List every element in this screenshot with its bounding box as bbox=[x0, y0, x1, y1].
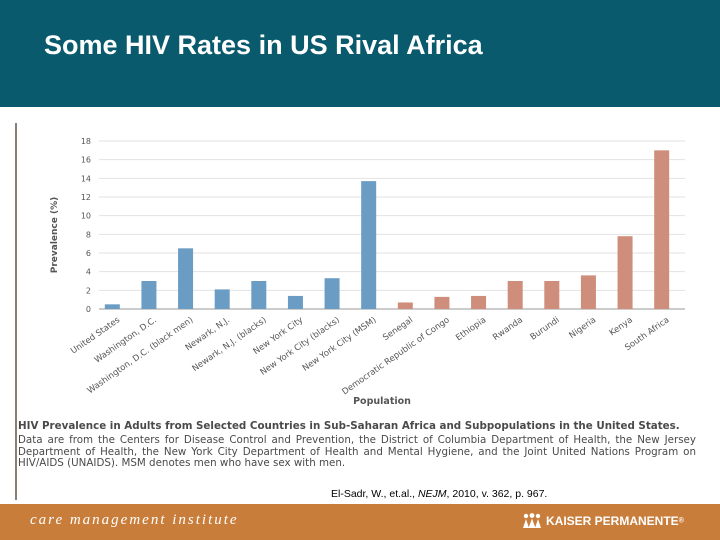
x-tick-label: Kenya bbox=[608, 315, 635, 338]
citation-journal: NEJM bbox=[417, 488, 447, 500]
registered-mark: ® bbox=[678, 517, 684, 525]
bar-new-york-city bbox=[287, 295, 303, 309]
x-tick-label: Rwanda bbox=[491, 315, 525, 343]
footer-bar: care management institute KAISER PERMANE… bbox=[0, 504, 720, 540]
x-tick-label: Nigeria bbox=[568, 315, 599, 341]
bar-washington-d-c-black-men bbox=[178, 248, 194, 309]
y-tick-label: 10 bbox=[81, 212, 91, 221]
slide-title: Some HIV Rates in US Rival Africa bbox=[44, 30, 483, 60]
bars bbox=[104, 150, 670, 309]
bar-rwanda bbox=[507, 281, 523, 309]
bar-kenya bbox=[617, 236, 633, 309]
bar-burundi bbox=[544, 281, 560, 309]
citation-authors: El-Sadr, W., et.al., bbox=[331, 488, 418, 500]
x-tick-label: Washington, D.C. bbox=[93, 315, 159, 365]
y-tick-label: 6 bbox=[86, 249, 91, 258]
gridlines bbox=[99, 140, 685, 310]
title-bar: Some HIV Rates in US Rival Africa bbox=[0, 0, 720, 107]
bar-south-africa bbox=[654, 150, 670, 309]
y-axis-label: Prevalence (%) bbox=[50, 197, 60, 274]
chart-figure: 0 2 4 6 8 10 12 14 16 18 United States Washington,… bbox=[15, 123, 705, 500]
y-tick-label: 18 bbox=[81, 137, 91, 146]
bar-newark-n-j bbox=[214, 289, 230, 309]
kaiser-permanente-wordmark: KAISER PERMANENTE bbox=[546, 514, 679, 528]
caption-body: Data are from the Centers for Disease Co… bbox=[18, 434, 696, 469]
y-tick-label: 14 bbox=[81, 174, 91, 183]
care-management-institute-label: care management institute bbox=[30, 512, 239, 528]
bar-united-states bbox=[104, 304, 120, 309]
y-tick-label: 0 bbox=[86, 305, 91, 314]
x-tick-label: Senegal bbox=[381, 315, 415, 343]
y-tick-labels: 0 2 4 6 8 10 12 14 16 18 bbox=[81, 137, 91, 314]
y-tick-label: 16 bbox=[81, 156, 91, 165]
x-tick-label: Burundi bbox=[529, 315, 562, 342]
figure-caption: HIV Prevalence in Adults from Selected C… bbox=[18, 421, 696, 470]
x-axis-label: Population bbox=[353, 396, 411, 407]
bar-newark-n-j-blacks bbox=[251, 281, 267, 309]
citation-details: , 2010, v. 362, p. 967. bbox=[446, 488, 548, 500]
y-tick-label: 2 bbox=[86, 286, 91, 295]
caption-title: HIV Prevalence in Adults from Selected C… bbox=[18, 420, 680, 432]
bar-democratic-republic-of-congo bbox=[434, 296, 450, 309]
citation: El-Sadr, W., et.al., NEJM, 2010, v. 362,… bbox=[331, 488, 548, 500]
bar-new-york-city-blacks bbox=[324, 278, 340, 309]
y-tick-label: 4 bbox=[86, 268, 91, 277]
bar-senegal bbox=[397, 302, 413, 309]
y-tick-label: 12 bbox=[81, 193, 91, 202]
bar-new-york-city-msm bbox=[361, 181, 377, 309]
x-tick-label: Ethiopia bbox=[454, 315, 488, 343]
bar-washington-d-c bbox=[141, 281, 157, 309]
y-tick-label: 8 bbox=[86, 230, 91, 239]
kaiser-people-icon bbox=[523, 513, 541, 528]
bar-chart: 0 2 4 6 8 10 12 14 16 18 United StatesWashington,… bbox=[50, 137, 685, 407]
bar-nigeria bbox=[580, 275, 596, 309]
kaiser-permanente-logo: KAISER PERMANENTE® bbox=[522, 513, 684, 529]
bar-ethiopia bbox=[471, 295, 487, 309]
